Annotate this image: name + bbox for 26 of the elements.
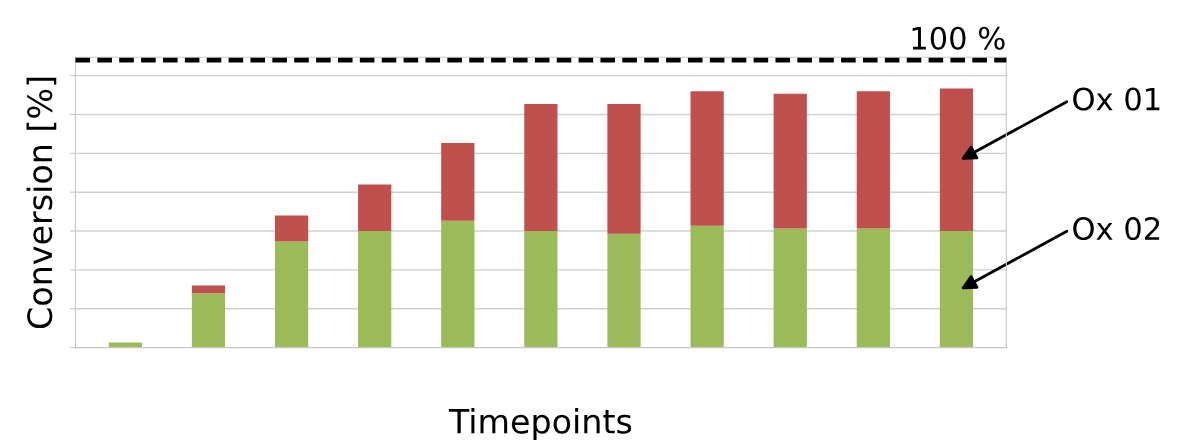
bar	[358, 184, 392, 232]
bar	[191, 285, 226, 294]
bar	[773, 93, 807, 229]
bar	[524, 231, 558, 348]
bar	[191, 293, 226, 348]
bar	[274, 215, 309, 242]
bar	[274, 241, 309, 348]
bar	[441, 142, 475, 221]
bar	[939, 231, 974, 348]
x-axis-title: Timepoints	[448, 408, 632, 440]
bar	[607, 104, 641, 234]
bar	[856, 91, 890, 229]
bar	[856, 228, 890, 348]
bar	[108, 342, 142, 348]
text: Ox 01	[1073, 87, 1160, 111]
bar	[690, 91, 724, 226]
y-axis-title: Conversion [%]	[26, 77, 57, 329]
bar	[773, 228, 807, 348]
bar	[607, 233, 641, 348]
bar	[690, 225, 724, 348]
bar	[939, 88, 974, 232]
bar	[358, 231, 392, 348]
bar	[524, 104, 558, 232]
text: 100 %	[912, 26, 1005, 50]
text: Ox 02	[1073, 216, 1160, 241]
bar	[441, 220, 475, 348]
